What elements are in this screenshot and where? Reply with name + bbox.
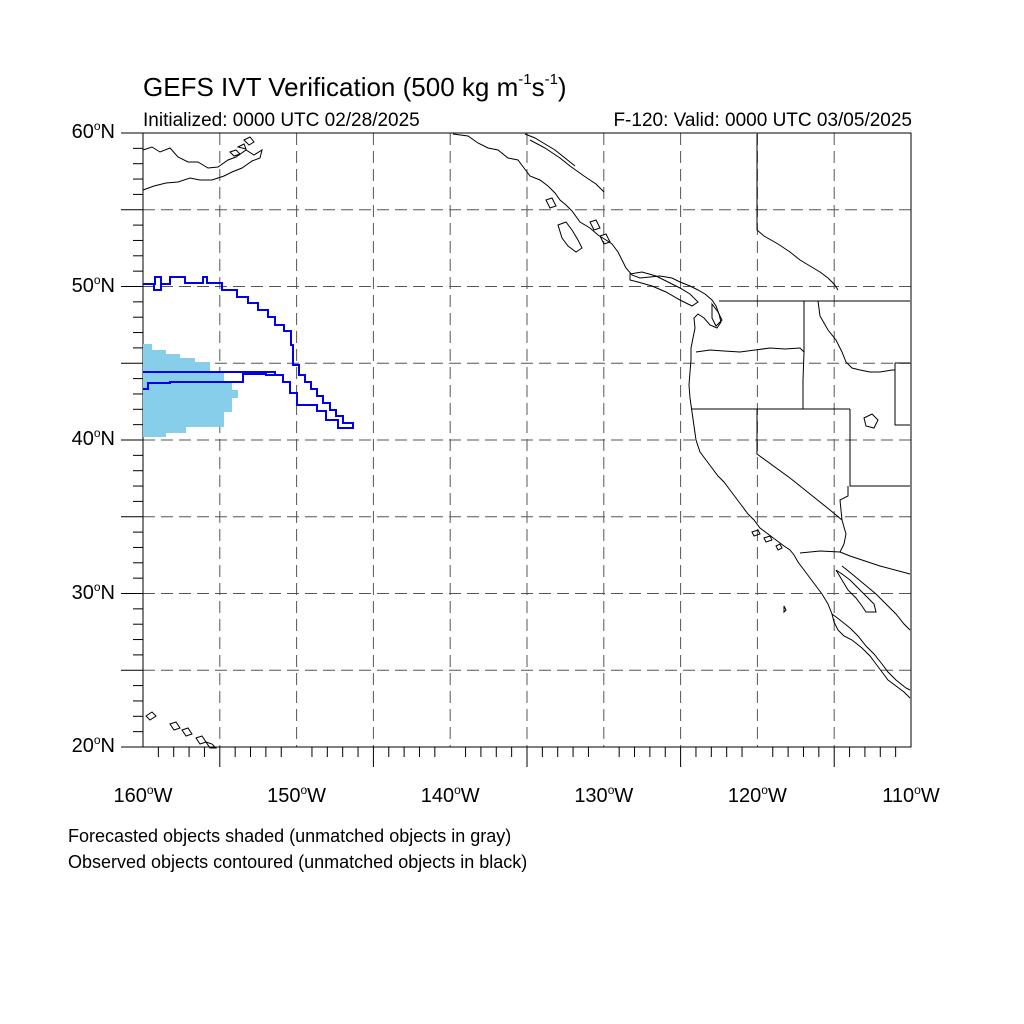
vancouver-island: [629, 271, 699, 307]
lon-label: 120oW: [727, 783, 787, 807]
ticks: [121, 132, 912, 767]
mexico-border: [799, 550, 841, 554]
lon-label: 130oW: [574, 783, 634, 807]
baja-california: [831, 569, 911, 691]
alaska-canada-border: [524, 133, 576, 167]
observed-object-south: [143, 373, 275, 390]
gulf-alaska-islands: [545, 197, 611, 253]
map-title: GEFS IVT Verification (500 kg m-1s-1): [143, 71, 567, 102]
idaho-west-border: [802, 301, 805, 409]
alaska-coast: [142, 146, 263, 191]
lat-label: 20oN: [71, 733, 115, 757]
legend-observed-note: Observed objects contoured (unmatched ob…: [68, 852, 528, 872]
california-nevada-border: [756, 409, 849, 521]
lon-label: 160oW: [113, 783, 173, 807]
idaho-montana-border: [817, 300, 895, 373]
bc-alberta-border: [756, 134, 839, 291]
nevada-utah-border: [849, 409, 910, 487]
graticule: [143, 133, 911, 747]
initialized-time: Initialized: 0000 UTC 02/28/2025: [143, 110, 420, 131]
lon-label: 110oW: [882, 783, 940, 807]
arizona-border: [839, 519, 911, 575]
lat-label: 60oN: [71, 119, 115, 143]
legend-forecast-note: Forecasted objects shaded (unmatched obj…: [68, 826, 512, 846]
valid-time: F-120: Valid: 0000 UTC 03/05/2025: [613, 110, 912, 131]
hawaii: [145, 711, 218, 749]
gulf-california: [841, 565, 911, 631]
alaska-islands: [229, 136, 255, 157]
forecast-object: [143, 344, 238, 437]
washington-oregon-border: [695, 347, 805, 353]
lon-label: 150oW: [267, 783, 327, 807]
coastlines: [142, 133, 911, 749]
lat-label: 40oN: [71, 426, 115, 450]
lat-label: 50oN: [71, 272, 115, 297]
observed-object-north: [143, 276, 354, 429]
lon-label: 140oW: [420, 783, 480, 807]
channel-islands: [751, 529, 787, 614]
puget-sound: [711, 302, 723, 327]
great-salt-lake: [863, 413, 879, 429]
canada-inner-coast: [529, 139, 605, 193]
gulf-alaska-coast: [452, 133, 911, 699]
montana-wyoming-border: [894, 362, 910, 426]
lat-label: 30oN: [71, 579, 115, 604]
observed-contours: [143, 276, 354, 429]
